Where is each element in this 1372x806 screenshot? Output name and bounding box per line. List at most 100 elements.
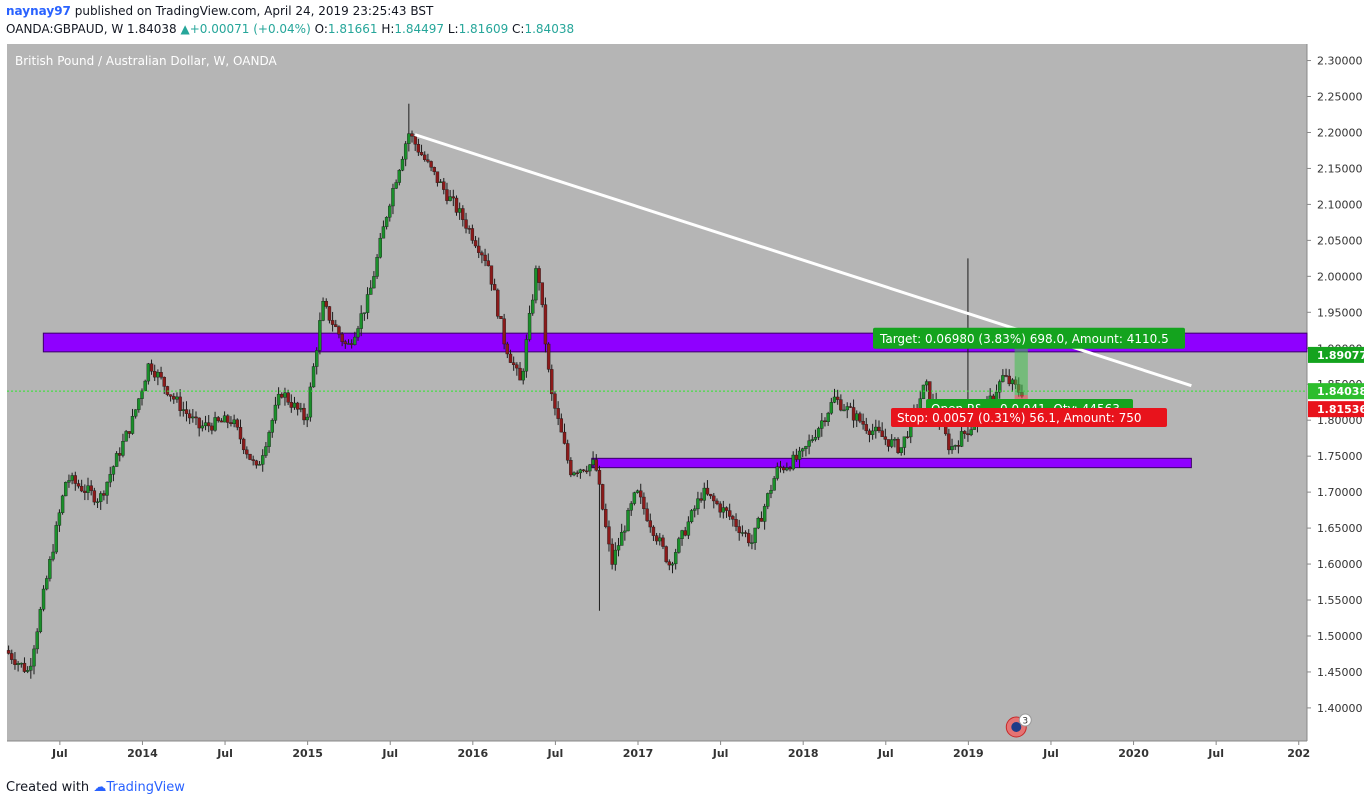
candle-body — [432, 167, 436, 172]
candle-body — [324, 301, 328, 307]
candle-body — [635, 490, 640, 493]
candle-body — [740, 532, 745, 534]
candle-body — [880, 430, 884, 437]
candle-body — [575, 472, 579, 475]
candle-body — [610, 543, 614, 565]
time-axis-background — [7, 741, 1372, 771]
candle-body — [99, 493, 103, 502]
candle-body — [877, 426, 881, 432]
candle-body — [613, 549, 618, 565]
candle-body — [327, 306, 332, 321]
candle-body — [540, 282, 544, 305]
event-count-badge — [1018, 713, 1032, 727]
candle-body — [750, 542, 754, 544]
candle-body — [121, 441, 125, 456]
candle-body — [48, 559, 52, 579]
price-chart[interactable]: British Pound / Australian Dollar, W, OA… — [0, 44, 1372, 771]
candle-body — [57, 512, 62, 526]
candle-body — [772, 478, 776, 491]
candle-body — [461, 208, 465, 220]
candle-body — [572, 472, 576, 476]
candle-body — [25, 670, 30, 672]
candle-body — [718, 503, 722, 513]
y-tick-label: 1.65000 — [1317, 522, 1363, 535]
stop-label-box — [891, 408, 1167, 428]
candle-body — [527, 313, 532, 340]
candle-body — [45, 578, 49, 590]
candle-body — [83, 490, 87, 493]
candle-body — [108, 474, 112, 483]
candle-body — [480, 252, 484, 256]
candle-body — [556, 408, 560, 419]
candle-body — [705, 487, 710, 495]
x-tick-label: 2019 — [953, 747, 984, 760]
candle-body — [785, 467, 789, 471]
candle-body — [464, 219, 468, 229]
candle-body — [874, 426, 878, 432]
candle-body — [861, 420, 865, 425]
x-tick-label: Jul — [547, 747, 564, 760]
x-tick-label: Jul — [877, 747, 894, 760]
candle-body — [619, 532, 624, 546]
candle-body — [470, 228, 475, 241]
candle-body — [921, 384, 926, 399]
candle-body — [64, 482, 68, 497]
candle-body — [16, 663, 20, 665]
candle-body — [721, 507, 726, 513]
candle-body — [372, 276, 376, 289]
x-tick-label: Jul — [1042, 747, 1059, 760]
candle-body — [788, 467, 792, 470]
candle-body — [664, 546, 668, 562]
candle-body — [162, 376, 166, 387]
candle-body — [489, 265, 494, 285]
candle-body — [13, 659, 17, 665]
chart-area[interactable]: British Pound / Australian Dollar, W, OA… — [0, 44, 1372, 771]
candle-body — [191, 416, 195, 419]
candle-body — [305, 416, 309, 421]
plot-background — [7, 44, 1307, 741]
candle-body — [140, 390, 144, 399]
candle-body — [467, 228, 471, 230]
candle-body — [486, 260, 490, 266]
stop-label: Stop: 0.0057 (0.31%) 56.1, Amount: 750 — [897, 411, 1142, 425]
y-tick-label: 1.80000 — [1317, 414, 1363, 427]
target-label: Target: 0.06980 (3.83%) 698.0, Amount: 4… — [879, 332, 1169, 346]
candle-body — [794, 454, 799, 460]
candle-body — [207, 422, 211, 427]
candle-body — [550, 369, 554, 395]
candle-body — [289, 402, 294, 408]
candle-body — [712, 495, 716, 502]
y-tick-label: 2.00000 — [1317, 270, 1363, 283]
candle-body — [832, 396, 837, 403]
author-link[interactable]: naynay97 — [6, 4, 71, 18]
candle-body — [73, 475, 77, 484]
target-label-box — [873, 327, 1185, 349]
candle-body — [658, 537, 662, 542]
candle-body — [677, 538, 681, 553]
candle-body — [70, 475, 74, 481]
y-tick-label: 1.45000 — [1317, 666, 1363, 679]
candle-body — [813, 436, 818, 440]
chart-header: naynay97 published on TradingView.com, A… — [6, 4, 1366, 40]
y-tick-label: 1.40000 — [1317, 702, 1363, 715]
candle-body — [829, 402, 834, 414]
candle-body — [213, 417, 217, 431]
tradingview-link[interactable]: TradingView — [106, 780, 185, 795]
y-tick-label: 2.20000 — [1317, 126, 1363, 139]
x-tick-label: 2020 — [1118, 747, 1149, 760]
candle-body — [302, 407, 306, 421]
candle-body — [38, 609, 43, 633]
candle-body — [645, 508, 649, 521]
candle-body — [820, 420, 824, 429]
candle-body — [245, 449, 249, 455]
candle-body — [86, 485, 90, 493]
candle-body — [95, 501, 100, 503]
publish-line: naynay97 published on TradingView.com, A… — [6, 4, 433, 18]
price-axis-tag-value: 1.84038 — [1317, 385, 1367, 398]
candle-body — [127, 431, 131, 434]
candle-body — [216, 417, 220, 422]
candle-body — [79, 485, 84, 492]
candle-body — [642, 496, 646, 510]
candle-body — [667, 561, 672, 566]
candle-body — [187, 413, 192, 419]
